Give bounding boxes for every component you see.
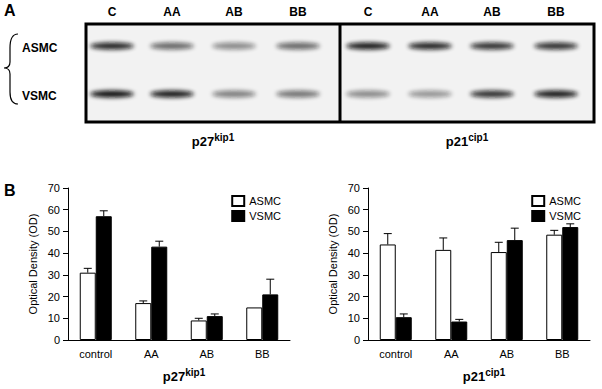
svg-text:A: A — [4, 2, 16, 19]
svg-text:AA: AA — [144, 348, 159, 360]
svg-text:VSMC: VSMC — [249, 210, 281, 222]
svg-text:0: 0 — [354, 334, 360, 346]
svg-text:50: 50 — [48, 225, 60, 237]
svg-text:VSMC: VSMC — [22, 89, 57, 103]
svg-text:0: 0 — [54, 334, 60, 346]
svg-text:20: 20 — [48, 291, 60, 303]
svg-text:10: 10 — [48, 312, 60, 324]
svg-text:AA: AA — [163, 5, 181, 19]
svg-text:AB: AB — [199, 348, 214, 360]
svg-text:AB: AB — [499, 348, 514, 360]
svg-text:VSMC: VSMC — [549, 210, 581, 222]
svg-text:20: 20 — [348, 291, 360, 303]
svg-text:BB: BB — [289, 5, 307, 19]
svg-text:60: 60 — [348, 204, 360, 216]
svg-text:kip1: kip1 — [185, 367, 205, 378]
svg-text:p27kip1: p27kip1 — [192, 132, 235, 149]
svg-text:Optical Density (OD): Optical Density (OD) — [327, 214, 339, 315]
svg-text:60: 60 — [48, 204, 60, 216]
svg-text:BB: BB — [255, 348, 270, 360]
svg-text:AB: AB — [483, 5, 501, 19]
svg-text:50: 50 — [348, 225, 360, 237]
svg-text:30: 30 — [48, 269, 60, 281]
svg-text:40: 40 — [348, 247, 360, 259]
svg-text:BB: BB — [547, 5, 565, 19]
svg-text:AA: AA — [421, 5, 439, 19]
svg-text:ASMC: ASMC — [22, 41, 58, 55]
svg-text:cip1: cip1 — [485, 367, 505, 378]
svg-text:AB: AB — [225, 5, 243, 19]
svg-text:ASMC: ASMC — [549, 195, 581, 207]
svg-text:ASMC: ASMC — [249, 195, 281, 207]
svg-text:control: control — [79, 348, 112, 360]
svg-text:p27: p27 — [163, 369, 185, 384]
svg-text:BB: BB — [555, 348, 570, 360]
svg-text:30: 30 — [348, 269, 360, 281]
svg-text:Optical Density (OD): Optical Density (OD) — [27, 214, 39, 315]
svg-text:B: B — [4, 182, 16, 199]
svg-text:p21: p21 — [463, 369, 485, 384]
svg-text:control: control — [379, 348, 412, 360]
svg-text:C: C — [364, 5, 373, 19]
svg-text:70: 70 — [348, 182, 360, 194]
svg-text:C: C — [108, 5, 117, 19]
svg-text:10: 10 — [348, 312, 360, 324]
svg-text:AA: AA — [444, 348, 459, 360]
svg-text:40: 40 — [48, 247, 60, 259]
svg-text:p21cip1: p21cip1 — [446, 132, 489, 149]
svg-text:70: 70 — [48, 182, 60, 194]
